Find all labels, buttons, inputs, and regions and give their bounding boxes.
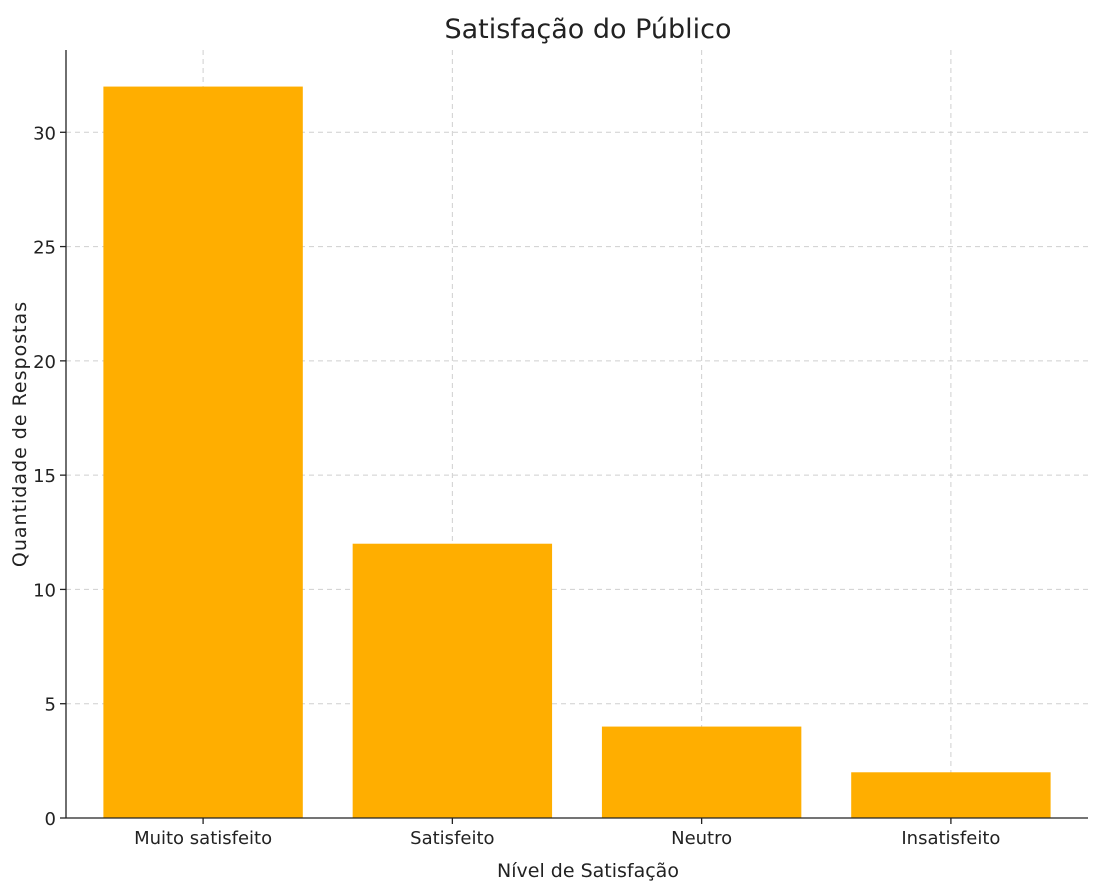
y-tick-label: 30 [33,123,56,144]
y-tick-label: 25 [33,238,56,259]
y-tick-label: 10 [33,580,56,601]
y-tick-label: 5 [45,695,56,716]
y-tick-label: 15 [33,466,56,487]
chart-title: Satisfação do Público [444,14,731,45]
x-axis-label: Nível de Satisfação [497,860,679,882]
y-tick-label: 20 [33,352,56,373]
x-tick-label: Insatisfeito [901,828,1000,849]
bars [103,86,1051,819]
y-tick-label: 0 [45,809,56,830]
x-tick-label: Satisfeito [410,828,494,849]
axes [65,50,1088,819]
bar [601,726,802,818]
x-tick-label: Muito satisfeito [134,828,272,849]
x-ticks: Muito satisfeito Satisfeito Neutro Insatisf… [134,818,1000,849]
bar [352,543,553,818]
y-axis-label: Quantidade de Respostas [9,301,31,567]
x-tick-label: Neutro [671,828,732,849]
y-ticks: 0 5 10 15 20 25 30 [33,123,66,830]
bar [851,772,1051,818]
bar [103,86,303,819]
